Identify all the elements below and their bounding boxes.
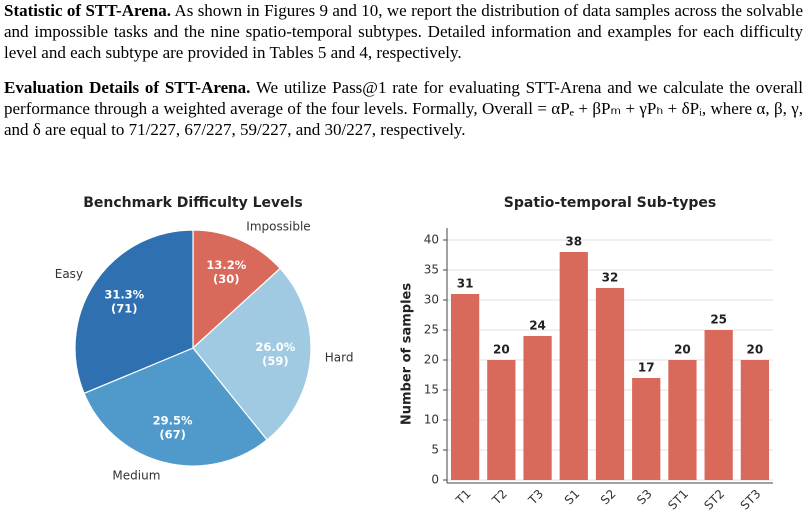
x-tick-label: T1 [453, 487, 474, 508]
bar-value-label: 32 [602, 271, 619, 285]
pie-slice [192, 267, 312, 441]
chart-title: Spatio-temporal Sub-types [504, 195, 716, 211]
y-tick-label: 30 [424, 293, 439, 307]
paragraph: Statistic of STT-Arena. As shown in Figu… [4, 0, 803, 63]
bar-value-label: 31 [457, 277, 474, 291]
y-tick-label: 10 [424, 413, 439, 427]
bar [559, 252, 588, 480]
x-tick-label: S2 [598, 487, 619, 508]
y-tick-label: 0 [431, 473, 439, 487]
paragraph-heading: Statistic of STT-Arena. [4, 1, 171, 20]
paragraph-body: We utilize Pass@1 rate for evaluating ST… [4, 78, 804, 139]
bar [450, 294, 480, 480]
x-tick-label: ST3 [738, 487, 764, 510]
bar [632, 378, 661, 480]
slice-label: (30) [213, 272, 240, 286]
y-tick-label: 15 [424, 383, 439, 397]
slice-label: (71) [111, 302, 138, 316]
x-tick-label: S3 [634, 487, 655, 508]
x-tick-label: T3 [525, 487, 546, 508]
chart-title: Benchmark Difficulty Levels [83, 195, 302, 211]
bar-value-label: 20 [493, 343, 510, 357]
pie-slice [83, 347, 268, 467]
y-tick-label: 20 [424, 353, 439, 367]
bar-value-label: 20 [674, 343, 691, 357]
bar-value-label: 17 [638, 361, 655, 375]
slice-name: Impossible [246, 220, 310, 234]
bar [668, 360, 697, 480]
slice-label: 29.5% [153, 414, 193, 428]
x-tick-label: T2 [489, 487, 510, 508]
x-tick-label: ST1 [665, 487, 691, 510]
pie-slice [74, 229, 194, 395]
paragraph-body: As shown in Figures 9 and 10, we report … [4, 1, 804, 62]
paragraph: Evaluation Details of STT-Arena. We util… [4, 77, 803, 140]
bar [595, 288, 625, 480]
slice-label: (59) [262, 354, 289, 368]
x-tick-label: S1 [562, 487, 583, 508]
slice-label: (67) [159, 428, 186, 442]
slice-label: 31.3% [104, 288, 144, 302]
y-tick-label: 40 [424, 233, 439, 247]
bar [523, 336, 552, 480]
bar-value-label: 25 [710, 313, 727, 327]
slice-name: Easy [55, 267, 83, 281]
bar [740, 360, 770, 480]
bar-value-label: 38 [565, 235, 582, 249]
pie-slice [192, 229, 281, 350]
slice-name: Hard [325, 351, 354, 365]
y-axis-label: Number of samples [400, 283, 415, 425]
y-tick-label: 25 [424, 323, 439, 337]
bar-value-label: 20 [747, 343, 764, 357]
bar [704, 330, 733, 480]
paragraph-heading: Evaluation Details of STT-Arena. [4, 78, 251, 97]
paper-text: Statistic of STT-Arena. As shown in Figu… [4, 0, 803, 154]
slice-label: 26.0% [255, 340, 295, 354]
bar [487, 360, 516, 480]
y-tick-label: 35 [424, 263, 439, 277]
bar-value-label: 24 [529, 319, 546, 333]
slice-label: 13.2% [206, 258, 246, 272]
y-tick-label: 5 [431, 443, 439, 457]
slice-name: Medium [112, 469, 160, 483]
x-tick-label: ST2 [701, 487, 727, 510]
